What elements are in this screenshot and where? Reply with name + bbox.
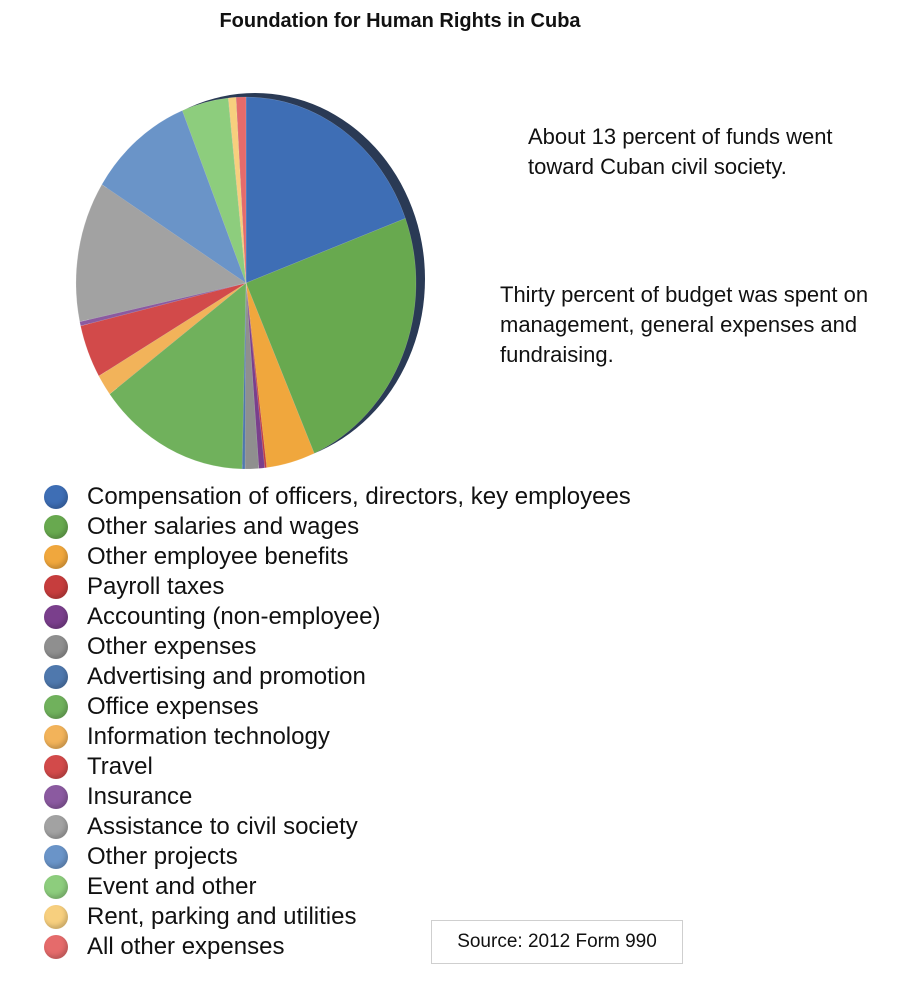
legend: Compensation of officers, directors, key… [44,482,631,962]
legend-label: Other expenses [87,633,257,660]
source-note: Source: 2012 Form 990 [431,920,683,964]
pie-slice-insurance [79,282,247,327]
legend-item-office-expenses: Office expenses [44,692,631,722]
pie-slice-payroll-taxes [245,282,267,469]
legend-swatch [44,935,68,959]
legend-item-event-and-other: Event and other [44,872,631,902]
legend-swatch [44,605,68,629]
legend-swatch [44,575,68,599]
legend-swatch [44,665,68,689]
pie-slice-event-and-other [182,97,247,284]
pie-slice-information-technology [98,282,247,395]
legend-label: Rent, parking and utilities [87,903,357,930]
legend-item-information-technology: Information technology [44,722,631,752]
pie-slice-other-salaries-and-wages [245,218,417,454]
legend-label: Payroll taxes [87,573,225,600]
legend-swatch [44,545,68,569]
legend-label: Assistance to civil society [87,813,358,840]
legend-label: Other employee benefits [87,543,349,570]
chart-title: Foundation for Human Rights in Cuba [219,10,581,32]
legend-label: Office expenses [87,693,259,720]
legend-item-other-projects: Other projects [44,842,631,872]
civil-society-note: About 13 percent of funds went toward Cu… [528,124,833,179]
legend-item-assistance-to-civil-society: Assistance to civil society [44,812,631,842]
legend-item-payroll-taxes: Payroll taxes [44,572,631,602]
legend-swatch [44,905,68,929]
legend-label: Compensation of officers, directors, key… [87,483,631,510]
management-note: Thirty percent of budget was spent on ma… [500,282,869,367]
pie-slice-assistance-to-civil-society [75,184,247,322]
pie-slice-other-projects [101,110,247,284]
legend-swatch [44,755,68,779]
legend-item-travel: Travel [44,752,631,782]
legend-item-other-expenses: Other expenses [44,632,631,662]
legend-label: All other expenses [87,933,285,960]
pie-slice-travel [80,282,247,377]
pie-slice-other-expenses [244,282,260,470]
legend-item-other-employee-benefits: Other employee benefits [44,542,631,572]
pie-slice-compensation-of-officers-directors-key-employees [245,96,406,284]
legend-item-accounting-non-employee: Accounting (non-employee) [44,602,631,632]
legend-label: Other salaries and wages [87,513,360,540]
legend-label: Advertising and promotion [87,663,366,690]
pie-slice-office-expenses [109,282,247,470]
legend-swatch [44,725,68,749]
pie-slice-rent-parking-and-utilities [227,97,247,284]
legend-item-rent-parking-and-utilities: Rent, parking and utilities [44,902,631,932]
legend-label: Event and other [87,873,257,900]
pie-chart [75,93,425,470]
legend-label: Travel [87,753,153,780]
legend-item-all-other-expenses: All other expenses [44,932,631,962]
pie-slice-advertising-and-promotion [241,282,247,470]
legend-label: Accounting (non-employee) [87,603,381,630]
legend-swatch [44,845,68,869]
legend-label: Insurance [87,783,193,810]
legend-swatch [44,695,68,719]
legend-item-advertising-and-promotion: Advertising and promotion [44,662,631,692]
legend-swatch [44,875,68,899]
legend-swatch [44,635,68,659]
legend-swatch [44,785,68,809]
pie-slice-other-employee-benefits [245,282,315,468]
legend-label: Other projects [87,843,238,870]
legend-swatch [44,815,68,839]
legend-swatch [44,515,68,539]
legend-label: Information technology [87,723,330,750]
pie-slice-all-other-expenses [235,96,247,284]
legend-item-insurance: Insurance [44,782,631,812]
pie-slice-accounting-non-employee [245,282,266,469]
legend-swatch [44,485,68,509]
legend-item-compensation-of-officers-directors-key-employees: Compensation of officers, directors, key… [44,482,631,512]
legend-item-other-salaries-and-wages: Other salaries and wages [44,512,631,542]
pie-slices [75,93,425,470]
